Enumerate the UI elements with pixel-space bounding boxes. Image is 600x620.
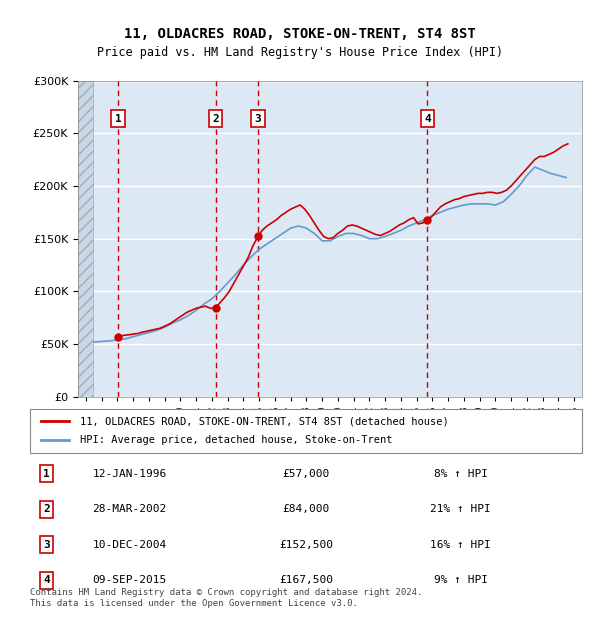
Text: 21% ↑ HPI: 21% ↑ HPI xyxy=(430,504,491,514)
11, OLDACRES ROAD, STOKE-ON-TRENT, ST4 8ST (detached house) xyxy=(334,230,341,237)
Text: 3: 3 xyxy=(255,113,262,123)
Text: 2: 2 xyxy=(43,504,50,514)
Text: 11, OLDACRES ROAD, STOKE-ON-TRENT, ST4 8ST: 11, OLDACRES ROAD, STOKE-ON-TRENT, ST4 8… xyxy=(124,27,476,41)
HPI: Average price, detached house, Stoke-on-Trent: (2.01e+03, 1.5e+05): Average price, detached house, Stoke-on-… xyxy=(374,235,381,242)
HPI: Average price, detached house, Stoke-on-Trent: (2e+03, 8.8e+04): Average price, detached house, Stoke-on-… xyxy=(200,300,208,308)
Text: £167,500: £167,500 xyxy=(279,575,333,585)
Text: HPI: Average price, detached house, Stoke-on-Trent: HPI: Average price, detached house, Stok… xyxy=(80,435,392,445)
HPI: Average price, detached house, Stoke-on-Trent: (2.02e+03, 2.08e+05): Average price, detached house, Stoke-on-… xyxy=(563,174,570,181)
Text: £152,500: £152,500 xyxy=(279,540,333,550)
Text: £84,000: £84,000 xyxy=(283,504,329,514)
Text: 4: 4 xyxy=(424,113,431,123)
11, OLDACRES ROAD, STOKE-ON-TRENT, ST4 8ST (detached house) xyxy=(465,192,472,199)
Text: Price paid vs. HM Land Registry's House Price Index (HPI): Price paid vs. HM Land Registry's House … xyxy=(97,46,503,59)
Text: 10-DEC-2004: 10-DEC-2004 xyxy=(92,540,166,550)
Text: 28-MAR-2002: 28-MAR-2002 xyxy=(92,504,166,514)
Text: 3: 3 xyxy=(43,540,50,550)
Line: HPI: Average price, detached house, Stoke-on-Trent: HPI: Average price, detached house, Stok… xyxy=(94,167,566,342)
11, OLDACRES ROAD, STOKE-ON-TRENT, ST4 8ST (detached house) xyxy=(564,140,571,148)
Text: 11, OLDACRES ROAD, STOKE-ON-TRENT, ST4 8ST (detached house): 11, OLDACRES ROAD, STOKE-ON-TRENT, ST4 8… xyxy=(80,417,448,427)
Text: 8% ↑ HPI: 8% ↑ HPI xyxy=(434,469,488,479)
Text: 1: 1 xyxy=(115,113,121,123)
HPI: Average price, detached house, Stoke-on-Trent: (2e+03, 7.7e+04): Average price, detached house, Stoke-on-… xyxy=(185,312,192,319)
Bar xyxy=(78,81,93,397)
Text: 09-SEP-2015: 09-SEP-2015 xyxy=(92,575,166,585)
11, OLDACRES ROAD, STOKE-ON-TRENT, ST4 8ST (detached house) xyxy=(244,254,251,262)
Text: £57,000: £57,000 xyxy=(283,469,329,479)
HPI: Average price, detached house, Stoke-on-Trent: (1.99e+03, 5.2e+04): Average price, detached house, Stoke-on-… xyxy=(90,339,97,346)
Text: 12-JAN-1996: 12-JAN-1996 xyxy=(92,469,166,479)
HPI: Average price, detached house, Stoke-on-Trent: (2e+03, 1.4e+05): Average price, detached house, Stoke-on-… xyxy=(256,246,263,253)
Text: 16% ↑ HPI: 16% ↑ HPI xyxy=(430,540,491,550)
11, OLDACRES ROAD, STOKE-ON-TRENT, ST4 8ST (detached house) xyxy=(212,304,219,312)
Text: 9% ↑ HPI: 9% ↑ HPI xyxy=(434,575,488,585)
11, OLDACRES ROAD, STOKE-ON-TRENT, ST4 8ST (detached house) xyxy=(349,221,356,229)
Text: 2: 2 xyxy=(212,113,219,123)
11, OLDACRES ROAD, STOKE-ON-TRENT, ST4 8ST (detached house) xyxy=(226,288,233,295)
11, OLDACRES ROAD, STOKE-ON-TRENT, ST4 8ST (detached house) xyxy=(115,333,122,340)
FancyBboxPatch shape xyxy=(30,409,582,453)
HPI: Average price, detached house, Stoke-on-Trent: (2.01e+03, 1.55e+05): Average price, detached house, Stoke-on-… xyxy=(342,230,349,237)
Text: 4: 4 xyxy=(43,575,50,585)
HPI: Average price, detached house, Stoke-on-Trent: (2.02e+03, 1.85e+05): Average price, detached house, Stoke-on-… xyxy=(500,198,507,206)
Line: 11, OLDACRES ROAD, STOKE-ON-TRENT, ST4 8ST (detached house): 11, OLDACRES ROAD, STOKE-ON-TRENT, ST4 8… xyxy=(118,144,568,337)
Text: 1: 1 xyxy=(43,469,50,479)
HPI: Average price, detached house, Stoke-on-Trent: (2.02e+03, 2.18e+05): Average price, detached house, Stoke-on-… xyxy=(531,163,538,170)
Text: Contains HM Land Registry data © Crown copyright and database right 2024.
This d: Contains HM Land Registry data © Crown c… xyxy=(30,588,422,608)
